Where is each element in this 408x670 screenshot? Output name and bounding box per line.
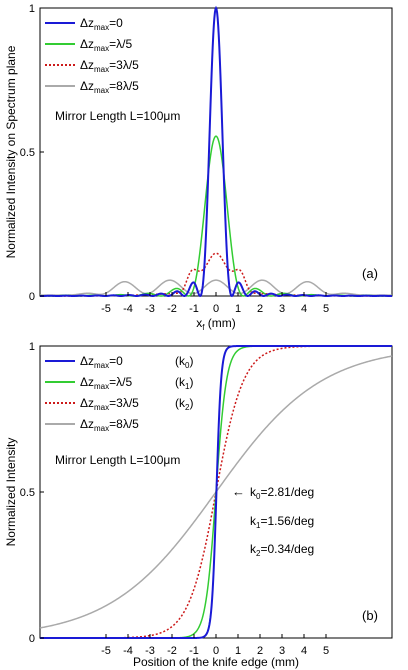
slope-label-k1: k1=1.56/deg xyxy=(250,514,314,530)
legend-label-b-1: Δzmax=λ/5 xyxy=(80,375,132,391)
legend-label-b-3: Δzmax=8λ/5 xyxy=(80,417,139,433)
series-line-a-0 xyxy=(39,5,393,298)
y-tick-label-b-1: 0.5 xyxy=(20,487,35,499)
slope-label-k2: k2=0.34/deg xyxy=(250,542,314,558)
slope-label-k0: k0=2.81/deg xyxy=(250,485,314,501)
x-axis-label-a: xf (mm) xyxy=(196,316,236,332)
series-group-b xyxy=(39,345,393,639)
annotation-mirror-b: Mirror Length L=100μm xyxy=(55,453,180,467)
y-tick-label-a-1: 0.5 xyxy=(20,147,35,159)
y-ticks-b: 00.51 xyxy=(20,341,44,645)
x-tick-label-b-2: -3 xyxy=(145,645,155,657)
x-tick-label-a-4: -1 xyxy=(189,303,199,315)
x-tick-label-b-7: 2 xyxy=(257,645,263,657)
series-line-a-3 xyxy=(40,279,392,296)
y-axis-label-b: Normalized Intensity xyxy=(4,438,18,547)
y-tick-label-b-2: 1 xyxy=(29,341,35,353)
series-line-b-0 xyxy=(40,345,392,639)
x-tick-label-b-6: 1 xyxy=(235,645,241,657)
slope-arrow: ← xyxy=(232,484,245,499)
x-tick-label-a-3: -2 xyxy=(167,303,177,315)
legend-label-a-3: Δzmax=8λ/5 xyxy=(80,79,139,95)
legend-label-a-2: Δzmax=3λ/5 xyxy=(80,58,139,74)
x-tick-label-a-6: 1 xyxy=(235,303,241,315)
y-axis-label-a: Normalized Intensity on Spectrum plane xyxy=(4,45,18,258)
legend-label-b-2: Δzmax=3λ/5 xyxy=(80,396,139,412)
x-tick-label-a-8: 3 xyxy=(279,303,285,315)
x-tick-label-b-4: -1 xyxy=(189,645,199,657)
y-tick-label-a-0: 0 xyxy=(29,291,35,303)
panel-label-b: (b) xyxy=(362,608,378,623)
legend-tag-b-2: (k2) xyxy=(175,396,193,412)
x-tick-label-b-1: -4 xyxy=(123,645,133,657)
x-ticks-a: -5 -4 -3 -2 -1 0 1 2 3 4 5 xyxy=(101,292,329,315)
x-tick-label-b-9: 4 xyxy=(301,645,307,657)
plot-area-a xyxy=(39,7,393,297)
x-tick-label-b-8: 3 xyxy=(279,645,285,657)
y-ticks-a: 00.51 xyxy=(20,3,44,303)
x-tick-label-b-3: -2 xyxy=(167,645,177,657)
legend-a: Δzmax=0 Δzmax=λ/5 Δzmax=3λ/5 Δzmax=8λ/5 xyxy=(45,16,139,95)
x-tick-label-a-7: 2 xyxy=(257,303,263,315)
legend-tag-b-1: (k1) xyxy=(175,375,193,391)
x-tick-label-a-2: -3 xyxy=(145,303,155,315)
series-group-a xyxy=(39,5,393,298)
panel-label-a: (a) xyxy=(362,266,378,281)
x-ticks-b: -5 -4 -3 -2 -1 0 1 2 3 4 5 xyxy=(101,634,329,657)
x-tick-label-b-10: 5 xyxy=(323,645,329,657)
legend-label-a-0: Δzmax=0 xyxy=(80,16,123,32)
y-tick-label-b-0: 0 xyxy=(29,633,35,645)
y-tick-label-a-2: 1 xyxy=(29,3,35,15)
annotation-mirror-a: Mirror Length L=100μm xyxy=(55,109,180,123)
x-tick-label-a-1: -4 xyxy=(123,303,133,315)
x-tick-label-a-0: -5 xyxy=(101,303,111,315)
chart-panel-b: -5 -4 -3 -2 -1 0 1 2 3 4 5 00.51 Normalized Intens… xyxy=(4,341,393,669)
legend-tag-b-0: (k0) xyxy=(175,354,193,370)
legend-b: Δzmax=0 (k0) Δzmax=λ/5 (k1) Δzmax=3λ/5 (k2) Δz… xyxy=(45,354,193,433)
x-tick-label-b-5: 0 xyxy=(213,645,219,657)
x-tick-label-a-5: 0 xyxy=(213,303,219,315)
legend-label-a-1: Δzmax=λ/5 xyxy=(80,37,132,53)
legend-label-b-0: Δzmax=0 xyxy=(80,354,123,370)
x-tick-label-a-9: 4 xyxy=(301,303,307,315)
x-tick-label-b-0: -5 xyxy=(101,645,111,657)
x-tick-label-a-10: 5 xyxy=(323,303,329,315)
chart-panel-a: -5 -4 -3 -2 -1 0 1 2 3 4 5 00.51 Normalized Intens… xyxy=(4,3,393,332)
x-axis-label-b: Position of the knife edge (mm) xyxy=(133,655,299,669)
